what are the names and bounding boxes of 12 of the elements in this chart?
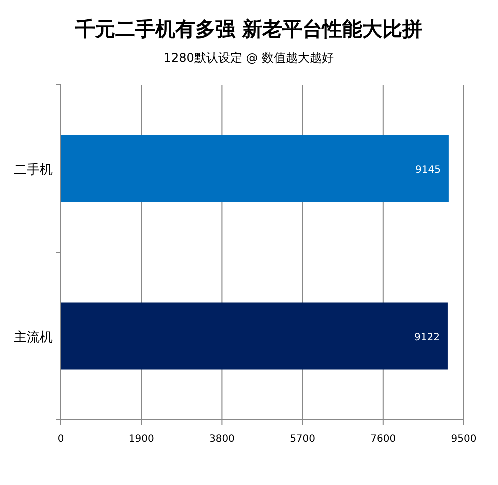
x-tick-label: 9500 bbox=[451, 434, 477, 445]
data-label: 9145 bbox=[415, 164, 441, 176]
y-tick-label: 二手机 bbox=[14, 162, 53, 178]
chart-title: 千元二手机有多强 新老平台性能大比拼 bbox=[74, 17, 422, 41]
x-tick-label: 3800 bbox=[209, 434, 235, 445]
x-tick-label: 5700 bbox=[290, 434, 316, 445]
x-tick-label: 7600 bbox=[370, 434, 396, 445]
chart-subtitle: 1280默认设定 @ 数值越大越好 bbox=[164, 51, 334, 65]
x-tick-label: 0 bbox=[58, 434, 64, 445]
x-tick-label: 1900 bbox=[128, 434, 154, 445]
y-tick-label: 主流机 bbox=[14, 329, 53, 346]
data-label: 9122 bbox=[414, 332, 440, 344]
